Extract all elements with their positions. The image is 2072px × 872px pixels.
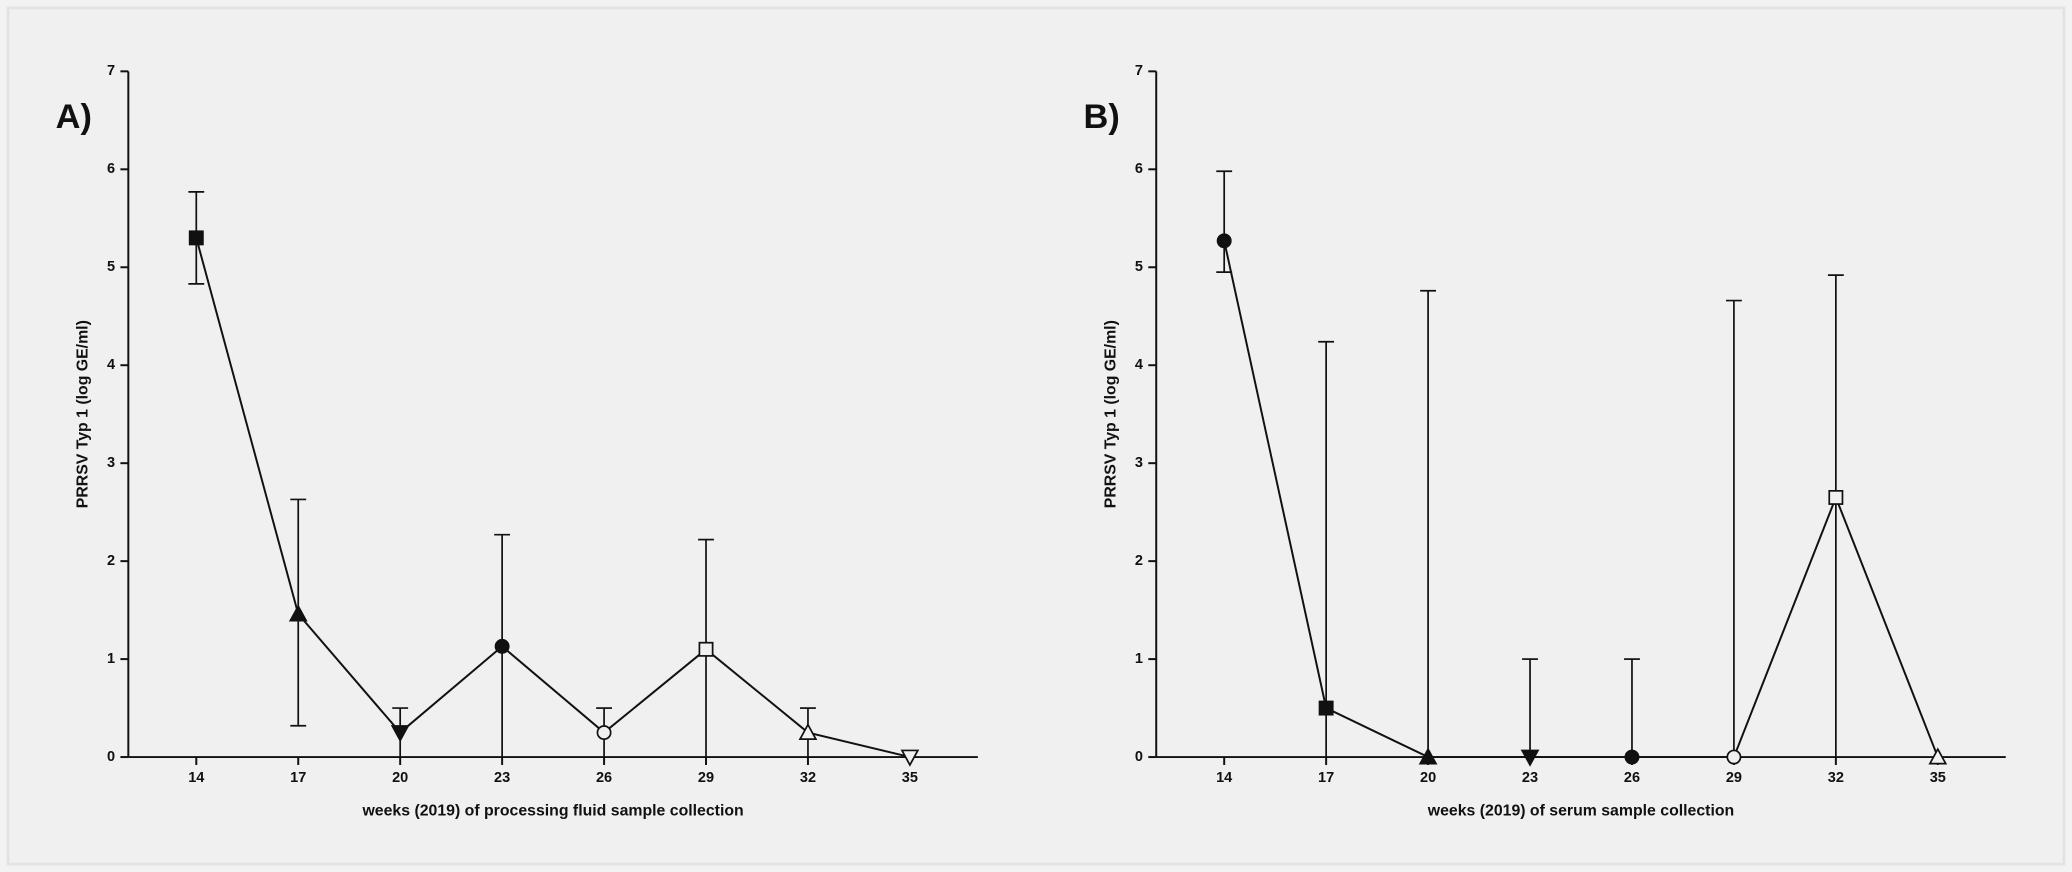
y-tick-label: 4 [1135, 357, 1143, 373]
background [6, 6, 2066, 866]
x-tick-label: 17 [1318, 770, 1334, 786]
marker [1726, 749, 1742, 765]
marker [390, 725, 410, 743]
y-tick-label: 1 [107, 651, 115, 667]
x-axis-label: weeks (2019) of serum sample collection [1427, 802, 1734, 819]
x-tick-label: 17 [290, 770, 306, 786]
x-tick-label: 32 [800, 770, 816, 786]
y-tick-label: 0 [1135, 749, 1143, 765]
y-tick-label: 5 [1135, 259, 1143, 275]
x-tick-label: 23 [1522, 770, 1538, 786]
y-tick-label: 6 [107, 161, 115, 177]
y-tick-label: 4 [107, 357, 115, 373]
marker [1520, 749, 1540, 767]
y-tick-label: 7 [107, 63, 115, 79]
y-tick-label: 5 [107, 259, 115, 275]
y-tick-label: 3 [1135, 455, 1143, 471]
marker [1928, 747, 1948, 765]
marker [1318, 700, 1334, 716]
y-tick-label: 6 [1135, 161, 1143, 177]
x-axis-label: weeks (2019) of processing fluid sample … [361, 802, 743, 819]
x-tick-label: 14 [188, 770, 204, 786]
y-axis-label: PRRSV Typ 1 (log GE/ml) [75, 320, 92, 508]
marker [288, 604, 308, 622]
x-tick-label: 20 [1420, 770, 1436, 786]
panel-label: A) [56, 98, 92, 136]
x-tick-label: 23 [494, 770, 510, 786]
x-tick-label: 26 [596, 770, 612, 786]
y-tick-label: 1 [1135, 651, 1143, 667]
x-tick-label: 20 [392, 770, 408, 786]
marker [698, 641, 714, 657]
marker [188, 230, 204, 246]
marker [596, 725, 612, 741]
x-tick-label: 35 [902, 770, 918, 786]
y-tick-label: 2 [107, 553, 115, 569]
marker [494, 638, 510, 654]
x-tick-label: 14 [1216, 770, 1232, 786]
marker [900, 749, 920, 767]
marker [798, 722, 818, 741]
y-tick-label: 2 [1135, 553, 1143, 569]
marker [1216, 233, 1232, 249]
marker [1624, 749, 1640, 765]
panel-label: B) [1084, 98, 1120, 136]
x-tick-label: 26 [1624, 770, 1640, 786]
marker [1828, 489, 1844, 505]
data-line [1223, 240, 1939, 759]
y-tick-label: 3 [107, 455, 115, 471]
data-line [195, 237, 911, 759]
y-tick-label: 0 [107, 749, 115, 765]
y-tick-label: 7 [1135, 63, 1143, 79]
y-axis-label: PRRSV Typ 1 (log GE/ml) [1102, 320, 1119, 508]
x-tick-label: 35 [1930, 770, 1946, 786]
x-tick-label: 29 [1726, 770, 1742, 786]
marker [1418, 747, 1438, 765]
x-tick-label: 29 [698, 770, 714, 786]
x-tick-label: 32 [1828, 770, 1844, 786]
